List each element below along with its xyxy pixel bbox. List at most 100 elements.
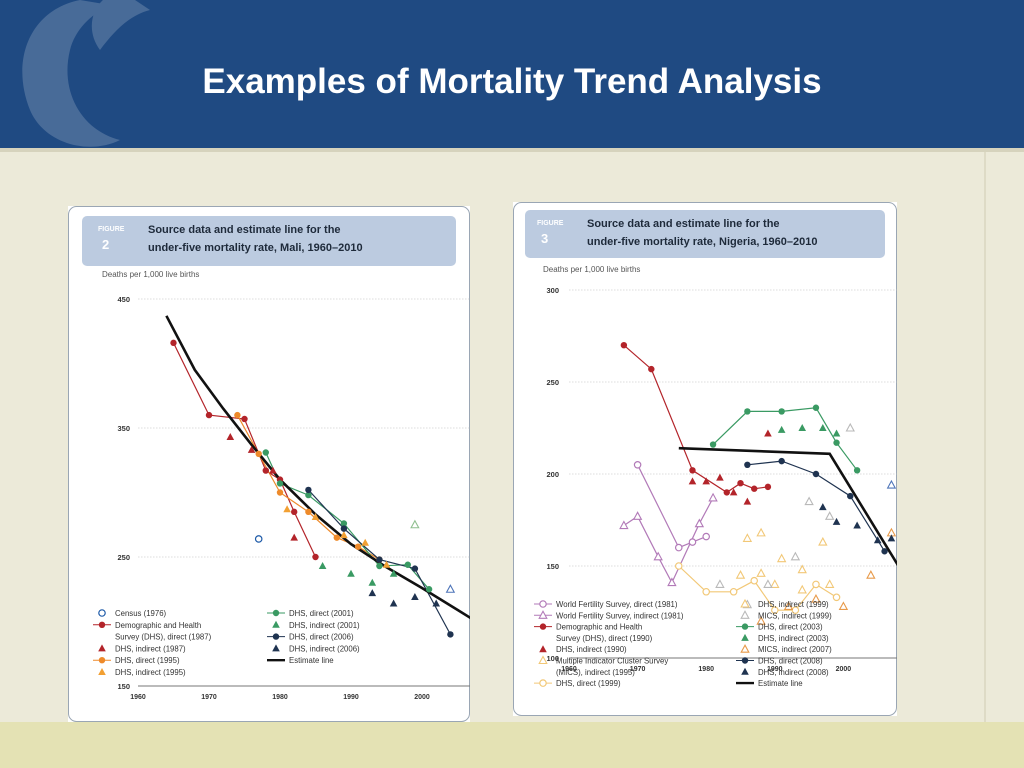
data-point bbox=[715, 579, 725, 588]
data-point bbox=[750, 576, 759, 585]
data-point bbox=[853, 467, 861, 474]
data-point bbox=[340, 520, 348, 527]
legend-marker bbox=[741, 667, 749, 675]
data-point bbox=[262, 449, 269, 456]
header-divider bbox=[0, 148, 1024, 152]
legend-label: World Fertility Survey, indirect (1981) bbox=[556, 611, 684, 620]
data-point bbox=[674, 562, 683, 570]
data-point bbox=[205, 411, 213, 419]
data-point bbox=[368, 578, 377, 586]
figure-header-box bbox=[525, 210, 885, 258]
data-point bbox=[833, 439, 840, 446]
data-point bbox=[847, 492, 854, 500]
data-point bbox=[873, 536, 882, 544]
series-line bbox=[712, 407, 858, 471]
data-point bbox=[688, 538, 697, 546]
footer-band bbox=[0, 722, 1024, 768]
data-point bbox=[756, 616, 766, 625]
data-point bbox=[804, 496, 814, 506]
legend-marker bbox=[98, 621, 106, 628]
data-point bbox=[702, 587, 711, 596]
data-point bbox=[845, 422, 855, 432]
data-point bbox=[276, 489, 284, 496]
data-point bbox=[881, 548, 888, 555]
legend-label: DHS, direct (1995) bbox=[115, 656, 180, 665]
legend-marker bbox=[741, 657, 749, 664]
data-point bbox=[702, 532, 711, 541]
data-point bbox=[291, 508, 298, 516]
x-tick-label: 2000 bbox=[414, 694, 430, 701]
data-point bbox=[382, 560, 391, 568]
data-point bbox=[729, 587, 738, 596]
data-point bbox=[811, 593, 821, 603]
data-point bbox=[340, 531, 348, 539]
data-point bbox=[648, 365, 655, 373]
data-point bbox=[790, 551, 801, 561]
data-point bbox=[376, 562, 383, 570]
y-tick-label: 150 bbox=[117, 682, 130, 691]
data-point bbox=[410, 519, 420, 529]
legend-marker bbox=[272, 633, 280, 640]
legend-marker bbox=[272, 609, 280, 617]
data-point bbox=[389, 569, 398, 577]
legend-marker bbox=[272, 644, 280, 652]
legend-marker bbox=[740, 598, 750, 608]
data-point bbox=[886, 479, 897, 489]
y-tick-label: 350 bbox=[117, 424, 130, 433]
data-point bbox=[709, 441, 717, 448]
figure-number: 2 bbox=[102, 237, 109, 252]
data-point bbox=[445, 584, 456, 593]
legend-label: MICS, indirect (1999) bbox=[758, 611, 832, 620]
data-point bbox=[653, 551, 663, 561]
data-point bbox=[751, 485, 758, 492]
data-point bbox=[756, 568, 766, 577]
y-tick-label: 450 bbox=[117, 295, 130, 304]
legend-marker bbox=[538, 655, 548, 665]
legend-marker bbox=[98, 657, 106, 664]
legend-marker bbox=[539, 623, 547, 630]
y-tick-label: 300 bbox=[546, 286, 559, 295]
data-point bbox=[723, 489, 730, 496]
legend-label: Demographic and Health bbox=[115, 621, 201, 630]
data-point bbox=[368, 589, 377, 597]
data-point bbox=[708, 492, 718, 502]
legend-label: MICS, indirect (2007) bbox=[758, 645, 832, 654]
legend-label: Demographic and Health bbox=[556, 623, 642, 632]
data-point bbox=[689, 467, 696, 474]
data-point bbox=[744, 408, 751, 415]
data-point bbox=[247, 445, 256, 453]
figure-frame bbox=[68, 206, 470, 722]
data-point bbox=[276, 480, 284, 487]
legend-label: Estimate line bbox=[289, 656, 334, 665]
legend-label: Census (1976) bbox=[115, 609, 167, 618]
data-point bbox=[432, 599, 440, 607]
legend-marker bbox=[98, 644, 106, 652]
legend-marker bbox=[538, 610, 548, 619]
legend-label: DHS, indirect (1995) bbox=[115, 668, 186, 677]
figure-title-line1: Source data and estimate line for the bbox=[148, 224, 341, 236]
legend-marker bbox=[98, 609, 106, 617]
data-point bbox=[688, 477, 697, 485]
figure-title-line1: Source data and estimate line for the bbox=[587, 218, 780, 230]
data-point bbox=[743, 497, 752, 505]
data-point bbox=[318, 562, 327, 570]
x-tick-label: 1980 bbox=[272, 694, 288, 701]
logo-icon bbox=[22, 0, 150, 147]
data-point bbox=[818, 536, 828, 546]
data-point bbox=[290, 533, 298, 541]
data-point bbox=[312, 553, 319, 561]
data-point bbox=[283, 505, 291, 513]
data-point bbox=[447, 631, 454, 638]
data-point bbox=[226, 433, 235, 441]
data-point bbox=[241, 415, 248, 423]
x-tick-label: 2000 bbox=[836, 666, 852, 673]
data-point bbox=[311, 513, 320, 521]
data-point bbox=[425, 586, 433, 593]
data-point bbox=[340, 525, 348, 532]
figure-label: FIGURE bbox=[537, 220, 564, 227]
slide-header: Examples of Mortality Trend Analysis bbox=[0, 0, 1024, 148]
figure-number: 3 bbox=[541, 231, 548, 246]
data-point bbox=[866, 570, 876, 579]
x-tick-label: 1960 bbox=[130, 694, 146, 701]
y-tick-label: 100 bbox=[546, 654, 559, 663]
